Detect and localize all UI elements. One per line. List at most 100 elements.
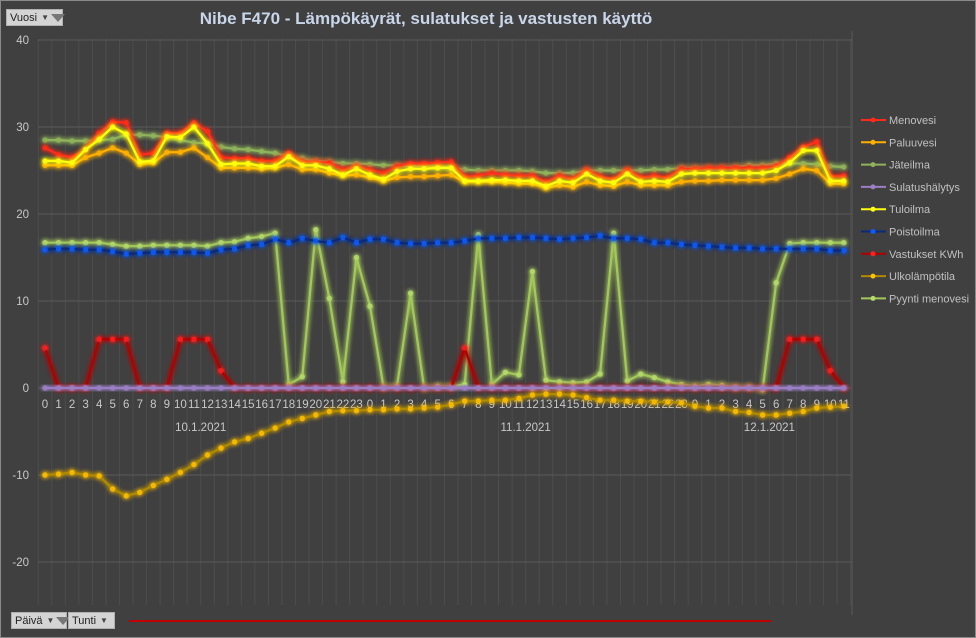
data-point [313, 226, 319, 233]
data-point [475, 178, 481, 184]
legend-item: Sulatushälytys [861, 182, 960, 194]
data-point [191, 249, 197, 255]
data-point [69, 138, 75, 144]
data-point [732, 165, 739, 171]
data-point [96, 246, 102, 253]
data-point [434, 385, 441, 391]
x-tick-label: 23 [350, 399, 363, 411]
data-point [326, 385, 333, 391]
data-point [597, 167, 603, 174]
data-point [272, 158, 278, 164]
data-point [96, 130, 102, 136]
legend-label: Vastukset KWh [889, 249, 963, 261]
x-tick-label: 6 [773, 399, 779, 411]
x-tick-label: 7 [137, 399, 143, 411]
data-point [123, 251, 129, 257]
data-point [55, 162, 62, 168]
y-tick-label: -20 [12, 557, 29, 569]
data-point [814, 385, 820, 391]
data-point [123, 385, 129, 391]
legend-label: Menovesi [889, 115, 936, 127]
legend-marker [870, 295, 876, 301]
data-point [110, 119, 116, 125]
data-point [434, 159, 441, 166]
data-point [380, 162, 387, 168]
data-point [475, 385, 481, 391]
day-filter-button[interactable]: Päivä ▼ [11, 612, 71, 629]
data-point [191, 385, 197, 391]
data-point [665, 385, 671, 391]
data-point [434, 240, 441, 246]
x-tick-label: 12 [526, 399, 539, 411]
data-point [583, 166, 590, 173]
data-point [638, 385, 644, 391]
data-point [272, 230, 278, 236]
data-point [245, 165, 251, 171]
data-point [489, 170, 495, 176]
data-point [448, 401, 454, 408]
data-point [570, 179, 576, 186]
data-point [610, 397, 617, 403]
data-point [787, 159, 793, 166]
data-point [502, 385, 509, 391]
data-point [638, 179, 644, 185]
data-point [475, 173, 481, 179]
data-point [583, 179, 590, 185]
data-point [340, 385, 346, 391]
data-point [583, 234, 590, 241]
data-point [719, 385, 725, 391]
x-tick-label: 11 [188, 399, 200, 411]
data-point [137, 152, 143, 158]
x-tick-label: 21 [323, 399, 336, 411]
data-point [787, 410, 793, 416]
data-point [231, 239, 238, 245]
data-point [610, 385, 617, 391]
data-point [651, 240, 657, 246]
data-point [286, 419, 292, 425]
x-tick-label: 1 [55, 399, 61, 411]
data-point [231, 246, 238, 252]
data-point [150, 249, 157, 255]
data-point [692, 170, 698, 176]
legend-item: Menovesi [861, 115, 936, 127]
data-point [218, 385, 224, 391]
data-point [299, 385, 305, 391]
data-point [638, 236, 644, 242]
data-point [624, 385, 630, 391]
x-tick-label: 0 [42, 399, 48, 411]
data-point [556, 182, 563, 188]
x-tick-label: 17 [594, 399, 607, 411]
data-point [651, 178, 657, 184]
data-point [462, 173, 468, 180]
data-point [204, 336, 211, 342]
day-label: 11.1.2021 [501, 422, 551, 434]
data-point [800, 385, 806, 391]
data-point [570, 184, 576, 190]
data-point [787, 336, 793, 342]
x-tick-label: 3 [407, 399, 413, 411]
data-point [82, 246, 89, 253]
data-point [814, 161, 820, 168]
data-point [759, 177, 766, 183]
data-point [367, 172, 373, 178]
year-filter-button[interactable]: Vuosi ▼ [6, 9, 66, 26]
data-point [258, 148, 265, 155]
data-point [570, 170, 576, 176]
dropdown-arrow-icon: ▼ [46, 616, 55, 625]
data-point [407, 290, 414, 296]
data-point [448, 159, 454, 165]
data-point [367, 236, 373, 242]
data-point [543, 170, 549, 176]
legend-label: Poistoilma [889, 227, 941, 239]
data-point [164, 242, 170, 249]
data-point [42, 345, 48, 351]
data-point [475, 398, 481, 404]
x-tick-label: 9 [489, 399, 495, 411]
data-point [583, 394, 590, 401]
data-point [164, 133, 170, 140]
hour-filter-button[interactable]: Tunti ▼ [68, 612, 115, 629]
series-tuloilma [42, 124, 847, 189]
data-point [42, 385, 48, 391]
data-point [367, 166, 373, 173]
data-point [448, 240, 454, 246]
